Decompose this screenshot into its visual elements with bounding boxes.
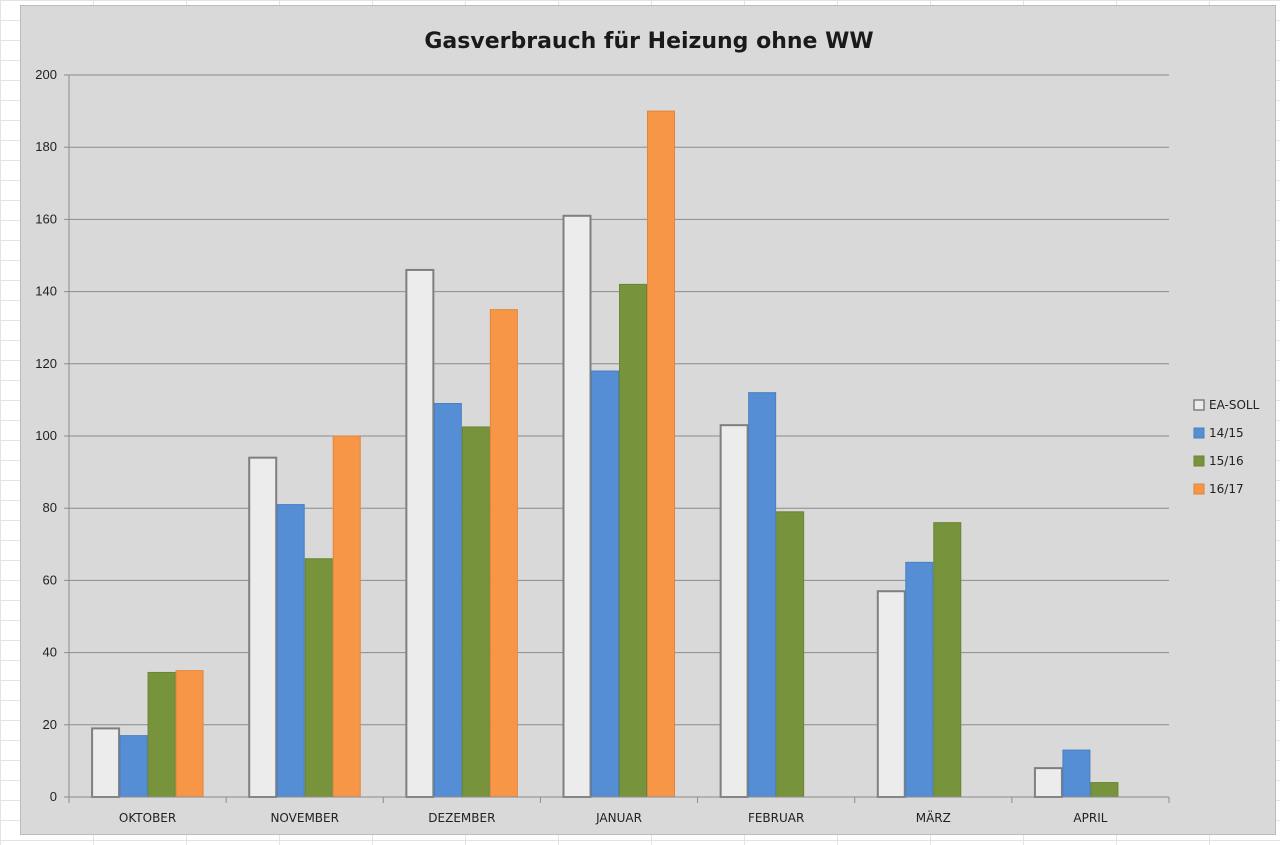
bar-15-16-april[interactable] [1090, 782, 1119, 798]
y-tick-label: 160 [35, 211, 57, 226]
bars [91, 110, 1119, 799]
bar-15-16-november[interactable] [304, 558, 333, 798]
legend-swatch [1193, 455, 1205, 467]
y-tick-label: 0 [50, 789, 57, 804]
y-tick-label: 120 [35, 356, 57, 371]
bar-14-15-dezember[interactable] [433, 403, 462, 798]
bar-14-15-januar[interactable] [591, 370, 619, 798]
y-tick-label: 200 [35, 67, 57, 82]
bar-15-16-dezember[interactable] [461, 426, 490, 798]
legend-label[interactable]: 14/15 [1209, 426, 1244, 440]
x-axis [68, 796, 1170, 803]
legend-swatch [1193, 399, 1205, 411]
y-tick-label: 60 [43, 572, 57, 587]
bar-16-17-januar[interactable] [647, 110, 675, 798]
category-label: OKTOBER [119, 811, 176, 825]
category-label: FEBRUAR [748, 811, 804, 825]
bar-chart: Gasverbrauch für Heizung ohne WW 0 20 40 60… [35, 29, 1260, 825]
legend-label[interactable]: EA-SOLL [1209, 398, 1260, 412]
legend-swatch [1193, 427, 1205, 439]
bar-14-15-oktober[interactable] [119, 735, 148, 798]
category-label: MÄRZ [916, 810, 951, 825]
legend: EA-SOLL 14/15 15/16 16/17 [1193, 398, 1260, 496]
bar-15-16-oktober[interactable] [147, 671, 176, 798]
bar-16-17-november[interactable] [332, 435, 361, 798]
bar-ea-soll-januar[interactable] [562, 214, 592, 799]
y-tick-label: 80 [43, 500, 57, 515]
category-label: DEZEMBER [428, 811, 495, 825]
category-label: APRIL [1073, 811, 1107, 825]
legend-label[interactable]: 15/16 [1209, 454, 1244, 468]
bar-16-17-dezember[interactable] [489, 309, 518, 798]
y-tick-label: 40 [43, 645, 57, 660]
y-tick-label: 140 [35, 284, 57, 299]
bar-ea-soll-märz[interactable] [876, 590, 906, 798]
category-labels: OKTOBER NOVEMBER DEZEMBER JANUAR FEBRUAR MÄRZ… [119, 810, 1108, 825]
chart-title: Gasverbrauch für Heizung ohne WW [424, 29, 873, 54]
bar-15-16-februar[interactable] [776, 511, 805, 798]
bar-14-15-november[interactable] [276, 504, 305, 798]
y-tick-label: 20 [43, 717, 57, 732]
y-tick-label: 180 [35, 139, 57, 154]
bar-15-16-januar[interactable] [619, 283, 647, 798]
bar-ea-soll-februar[interactable] [719, 424, 749, 798]
bar-14-15-märz[interactable] [905, 561, 934, 798]
bar-15-16-märz[interactable] [933, 522, 962, 798]
y-axis-ticks: 0 20 40 60 80 100 120 140 160 180 200 [35, 67, 70, 804]
chart-area[interactable]: Gasverbrauch für Heizung ohne WW 0 20 40 60… [20, 5, 1276, 835]
bar-14-15-april[interactable] [1062, 749, 1091, 798]
bar-16-17-oktober[interactable] [175, 670, 204, 798]
category-label: JANUAR [595, 811, 642, 825]
bar-ea-soll-april[interactable] [1033, 767, 1063, 798]
bar-ea-soll-dezember[interactable] [405, 268, 435, 798]
bar-ea-soll-oktober[interactable] [91, 727, 121, 798]
bar-ea-soll-november[interactable] [248, 456, 278, 798]
category-label: NOVEMBER [270, 811, 339, 825]
y-tick-label: 100 [35, 428, 57, 443]
bar-14-15-februar[interactable] [748, 392, 777, 798]
legend-swatch [1193, 483, 1205, 495]
legend-label[interactable]: 16/17 [1209, 482, 1244, 496]
